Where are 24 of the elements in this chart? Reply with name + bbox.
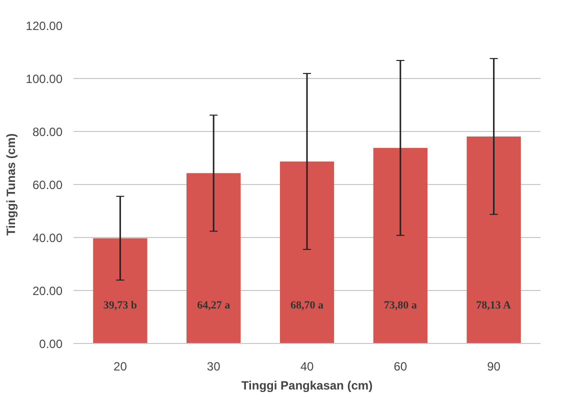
bar	[373, 148, 428, 344]
x-tick-label: 60	[394, 360, 408, 374]
y-tick-label: 100.00	[26, 72, 63, 86]
y-tick-label: 20.00	[32, 284, 63, 298]
data-label: 68,70 a	[290, 299, 324, 312]
bar	[186, 173, 241, 344]
data-label: 78,13 A	[476, 299, 511, 312]
y-tick-label: 80.00	[32, 125, 63, 139]
data-label: 64,27 a	[197, 299, 231, 312]
y-axis-title: Tinggi Tunas (cm)	[4, 133, 18, 236]
y-tick-label: 40.00	[32, 231, 63, 245]
x-tick-label: 90	[487, 360, 501, 374]
bar	[466, 136, 521, 344]
y-tick-label: 120.00	[26, 19, 63, 33]
bar	[93, 238, 148, 344]
bar	[280, 161, 334, 344]
x-tick-label: 30	[206, 360, 221, 374]
data-label: 73,80 a	[384, 299, 418, 312]
y-tick-label: 60.00	[32, 178, 63, 192]
data-label: 39,73 b	[103, 299, 138, 312]
x-axis-title: Tinggi Pangkasan (cm)	[241, 378, 373, 392]
y-tick-label: 0.00	[39, 337, 63, 351]
x-tick-label: 20	[114, 360, 128, 374]
x-tick-label: 40	[300, 360, 314, 374]
